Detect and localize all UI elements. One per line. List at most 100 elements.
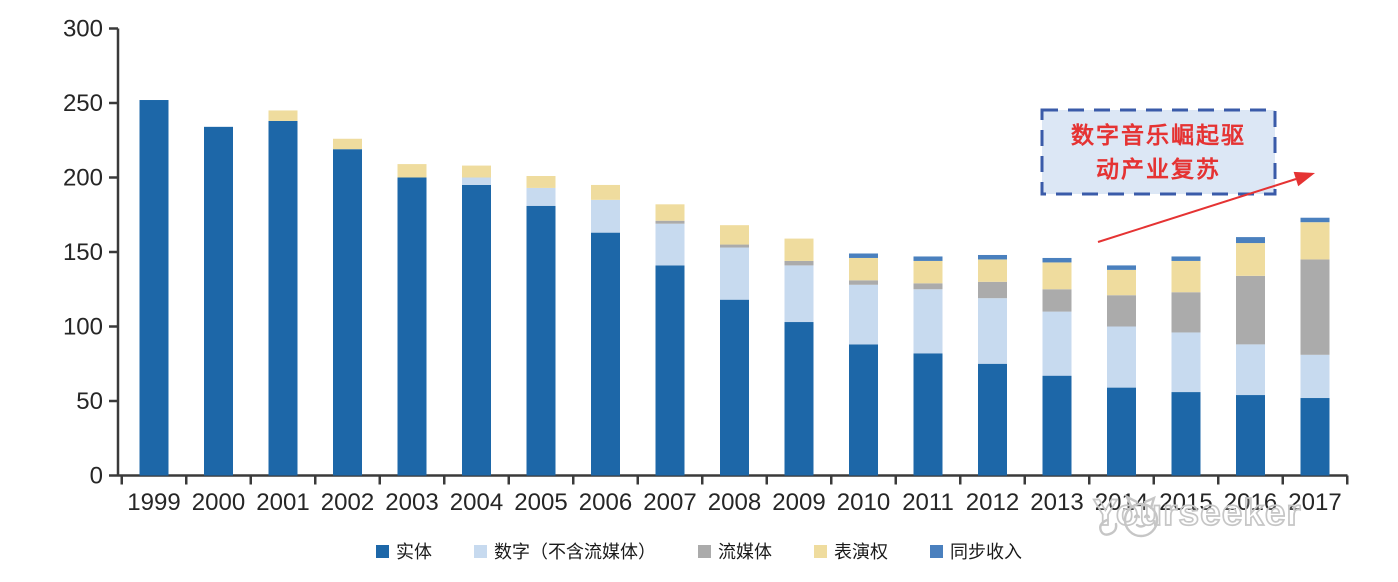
y-tick-label: 50 — [76, 388, 103, 415]
legend-item: 实体 — [376, 538, 432, 564]
bar-segment-2010 — [849, 257, 878, 281]
legend-item: 数字（不含流媒体） — [474, 538, 656, 564]
bar-segment-2004 — [462, 165, 491, 178]
bar-segment-2006 — [591, 199, 620, 233]
bar-segment-2016 — [1236, 237, 1265, 244]
bar-segment-2007 — [655, 223, 685, 266]
bar-segment-2015 — [1171, 392, 1201, 476]
bar-segment-2011 — [913, 260, 943, 284]
bar-segment-2010 — [849, 344, 878, 476]
legend-label: 数字（不含流媒体） — [494, 542, 656, 562]
legend-item: 同步收入 — [930, 538, 1022, 564]
bar-segment-2003 — [397, 177, 427, 476]
x-tick-label: 2015 — [1159, 489, 1212, 516]
annotation-callout: 数字音乐崛起驱 动产业复苏 — [1042, 110, 1275, 194]
bar-segment-2009 — [784, 260, 814, 266]
bar-segment-2012 — [978, 254, 1007, 260]
bar-segment-2007 — [655, 220, 685, 224]
bar-segment-2016 — [1236, 275, 1265, 345]
x-tick-label: 2010 — [837, 489, 890, 516]
legend: 实体 数字（不含流媒体） 流媒体 表演权 同步收入 — [0, 538, 1398, 564]
bar-segment-2001 — [268, 110, 298, 121]
y-tick-label: 150 — [63, 239, 103, 266]
legend-swatch-icon — [814, 544, 827, 558]
x-tick-label: 2005 — [514, 489, 567, 516]
x-tick-label: 2004 — [450, 489, 503, 516]
bar-segment-2006 — [591, 232, 620, 476]
bar-segment-2011 — [913, 256, 943, 261]
legend-label: 同步收入 — [950, 542, 1022, 562]
bar-segment-2014 — [1107, 326, 1136, 388]
bar-segment-2017 — [1300, 222, 1330, 260]
legend-label: 表演权 — [834, 542, 888, 562]
bar-segment-2016 — [1236, 243, 1265, 276]
bar-segment-2015 — [1171, 256, 1201, 261]
annotation-arrow-line — [1097, 178, 1297, 243]
bar-segment-2004 — [462, 177, 491, 185]
x-tick-label: 2014 — [1095, 489, 1148, 516]
bar-segment-2005 — [526, 187, 556, 206]
legend-label: 流媒体 — [718, 542, 772, 562]
bar-segment-2008 — [720, 247, 749, 300]
bar-segment-2014 — [1107, 265, 1136, 270]
annotation-line1: 数字音乐崛起驱 — [1071, 121, 1246, 148]
x-tick-label: 2012 — [966, 489, 1019, 516]
x-tick-label: 2003 — [385, 489, 438, 516]
x-tick-label: 2009 — [772, 489, 825, 516]
bar-segment-2001 — [268, 120, 298, 476]
bar-segment-2013 — [1042, 262, 1072, 290]
bar-segment-2007 — [655, 265, 685, 476]
annotation-line2: 动产业复苏 — [1096, 156, 1221, 182]
bar-segment-2000 — [204, 126, 233, 476]
y-tick-label: 250 — [63, 90, 103, 117]
bar-segment-2012 — [978, 259, 1007, 282]
bar-segment-2017 — [1300, 398, 1330, 476]
legend-item: 表演权 — [814, 538, 888, 564]
bar-segment-2012 — [978, 281, 1007, 299]
bar-segment-2011 — [913, 283, 943, 290]
bar-segment-2013 — [1042, 289, 1072, 312]
bar-segment-2004 — [462, 184, 491, 476]
x-tick-label: 2008 — [708, 489, 761, 516]
x-tick-label: 2016 — [1224, 489, 1277, 516]
legend-swatch-icon — [376, 544, 389, 558]
bar-segment-2002 — [333, 138, 362, 150]
bar-segment-2016 — [1236, 395, 1265, 476]
x-tick-label: 2011 — [902, 489, 954, 516]
y-tick-label: 200 — [63, 165, 103, 192]
bar-segment-2012 — [978, 363, 1007, 476]
bar-segment-2002 — [333, 149, 362, 476]
legend-swatch-icon — [474, 544, 487, 558]
bar-segment-2010 — [849, 284, 878, 345]
bar-segment-2006 — [591, 184, 620, 200]
bar-segment-2014 — [1107, 269, 1136, 296]
x-tick-label: 2006 — [579, 489, 632, 516]
x-tick-label: 2007 — [643, 489, 696, 516]
y-tick-label: 300 — [63, 16, 103, 43]
legend-swatch-icon — [930, 544, 943, 558]
bar-segment-2003 — [397, 164, 427, 178]
annotation-box — [1040, 108, 1277, 196]
bar-segment-2013 — [1042, 375, 1072, 476]
bar-segment-2013 — [1042, 311, 1072, 376]
bar-segment-2017 — [1300, 354, 1330, 399]
bar-segment-2013 — [1042, 257, 1072, 263]
bar-segment-2017 — [1300, 217, 1330, 223]
bar-segment-2015 — [1171, 260, 1201, 293]
annotation-arrowhead — [1293, 171, 1315, 187]
bar-segment-2011 — [913, 353, 943, 476]
bar-segment-2012 — [978, 298, 1007, 364]
bar-segment-2005 — [526, 176, 556, 188]
x-tick-label: 1999 — [127, 489, 180, 516]
bar-segment-2011 — [913, 289, 943, 354]
x-tick-label: 2002 — [321, 489, 374, 516]
bar-segment-2009 — [784, 322, 814, 476]
y-tick-label: 100 — [63, 314, 103, 341]
legend-label: 实体 — [396, 542, 432, 562]
y-tick-label: 0 — [90, 463, 103, 490]
bar-segment-2005 — [526, 205, 556, 476]
bar-segment-2008 — [720, 299, 749, 476]
bar-segment-2010 — [849, 253, 878, 258]
x-tick-label: 2001 — [256, 489, 309, 516]
